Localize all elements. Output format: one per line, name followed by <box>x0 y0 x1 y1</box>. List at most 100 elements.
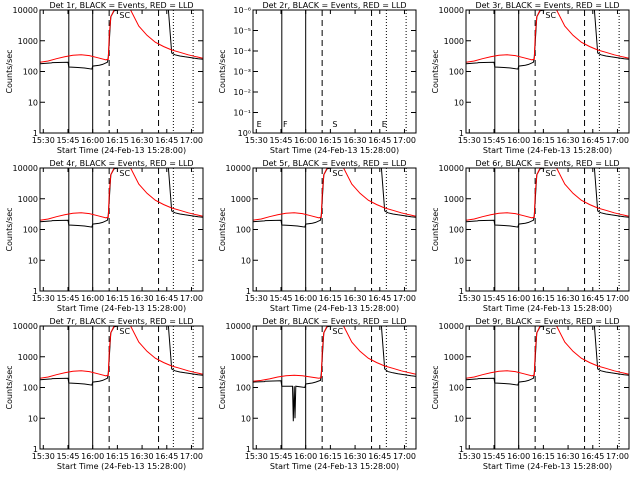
series-line-lld <box>40 168 203 221</box>
x-tick-label: 17:00 <box>393 136 416 145</box>
x-tick-label: 16:00 <box>81 136 104 145</box>
series-line-lld <box>466 168 629 221</box>
series-line-events <box>466 326 629 386</box>
y-tick-label: 10⁻³ <box>233 68 251 77</box>
series-line-lld <box>253 168 416 221</box>
panel-2: Det 2r, BLACK = Events, RED = LLD E F S E 15:… <box>218 1 417 155</box>
chart-title: Det 5r, BLACK = Events, RED = LLD <box>262 159 406 168</box>
x-tick-label: 15:45 <box>482 136 505 145</box>
x-axis-label: Start Time (24-Feb-13 15:28:00) <box>270 146 399 155</box>
y-tick-label: 10000 <box>226 322 251 331</box>
plot-area <box>466 10 629 133</box>
y-tick-label: 10000 <box>13 164 38 173</box>
x-tick-label: 16:00 <box>81 452 104 461</box>
x-tick-label: 16:30 <box>131 452 154 461</box>
x-tick-label: 16:45 <box>581 452 604 461</box>
y-tick-label: 1 <box>33 287 38 296</box>
y-tick-label: 10000 <box>439 322 464 331</box>
x-tick-label: 16:30 <box>557 136 580 145</box>
y-axis-label: Counts/sec <box>218 365 227 409</box>
marker-label: SC <box>545 11 556 20</box>
marker-label: SC <box>119 169 130 178</box>
marker-label: SC <box>119 327 130 336</box>
y-tick-label: 10⁻¹ <box>233 109 251 118</box>
y-tick-label: 100 <box>236 384 251 393</box>
y-tick-label: 10000 <box>13 322 38 331</box>
x-tick-label: 16:00 <box>294 452 317 461</box>
x-tick-label: 15:30 <box>245 294 268 303</box>
y-tick-label: 1 <box>459 129 464 138</box>
plot-frame <box>465 9 630 134</box>
series-line-lld <box>40 10 203 63</box>
y-tick-label: 1000 <box>18 195 38 204</box>
x-tick-label: 17:00 <box>606 452 629 461</box>
x-tick-label: 16:15 <box>532 452 555 461</box>
x-tick-label: 17:00 <box>393 452 416 461</box>
x-tick-label: 16:45 <box>155 136 178 145</box>
y-tick-label: 1 <box>459 445 464 454</box>
marker-label: SC <box>545 327 556 336</box>
x-tick-label: 15:30 <box>458 294 481 303</box>
y-tick-label: 1 <box>459 287 464 296</box>
x-axis-label: Start Time (24-Feb-13 15:28:00) <box>57 462 186 471</box>
x-tick-label: 16:15 <box>106 294 129 303</box>
plot-frame <box>252 167 417 292</box>
y-tick-label: 1000 <box>444 353 464 362</box>
x-tick-label: 16:15 <box>106 136 129 145</box>
chart-title: Det 3r, BLACK = Events, RED = LLD <box>475 1 619 10</box>
y-tick-label: 10000 <box>226 164 251 173</box>
x-tick-label: 16:30 <box>131 294 154 303</box>
y-axis-label: Counts/sec <box>218 207 227 251</box>
x-tick-label: 16:00 <box>507 294 530 303</box>
x-tick-label: 17:00 <box>180 136 203 145</box>
y-axis-label: Counts/sec <box>431 207 440 251</box>
series-line-events <box>466 168 629 228</box>
plot-frame <box>465 167 630 292</box>
series-line-events <box>253 326 416 422</box>
x-tick-label: 17:00 <box>606 136 629 145</box>
x-tick-label: 16:30 <box>131 136 154 145</box>
x-tick-label: 16:00 <box>81 294 104 303</box>
plot-area <box>466 326 629 449</box>
y-tick-label: 10 <box>241 256 251 265</box>
x-tick-label: 16:45 <box>581 294 604 303</box>
y-tick-label: 10 <box>241 414 251 423</box>
marker-label: F <box>283 120 288 129</box>
y-tick-label: 10⁰ <box>238 129 251 138</box>
y-tick-label: 10000 <box>13 6 38 15</box>
x-tick-label: 15:45 <box>269 136 292 145</box>
plot-frame <box>252 9 417 134</box>
marker-label: SC <box>545 169 556 178</box>
x-axis-label: Start Time (24-Feb-13 15:28:00) <box>483 304 612 313</box>
plot-frame <box>252 325 417 450</box>
plot-area <box>466 168 629 291</box>
plot-area <box>281 10 407 133</box>
marker-label: SC <box>119 11 130 20</box>
y-axis-label: Counts/sec <box>431 365 440 409</box>
x-tick-label: 16:00 <box>294 136 317 145</box>
x-tick-label: 16:15 <box>106 452 129 461</box>
marker-label: E <box>257 120 262 129</box>
series-line-lld <box>253 326 416 382</box>
y-tick-label: 10⁻⁶ <box>233 6 251 15</box>
x-tick-label: 16:00 <box>507 136 530 145</box>
y-tick-label: 10 <box>454 98 464 107</box>
x-tick-label: 16:30 <box>344 294 367 303</box>
x-tick-label: 16:45 <box>368 136 391 145</box>
x-tick-label: 15:30 <box>32 452 55 461</box>
x-axis-label: Start Time (24-Feb-13 15:28:00) <box>270 462 399 471</box>
plot-frame <box>39 9 204 134</box>
x-tick-label: 16:15 <box>532 136 555 145</box>
chart-title: Det 2r, BLACK = Events, RED = LLD <box>262 1 406 10</box>
x-tick-label: 15:45 <box>269 294 292 303</box>
x-tick-label: 15:30 <box>245 136 268 145</box>
plot-area <box>40 10 203 133</box>
series-line-lld <box>40 326 203 379</box>
x-tick-label: 16:15 <box>319 452 342 461</box>
y-tick-label: 1 <box>246 287 251 296</box>
chart-title: Det 6r, BLACK = Events, RED = LLD <box>475 159 619 168</box>
